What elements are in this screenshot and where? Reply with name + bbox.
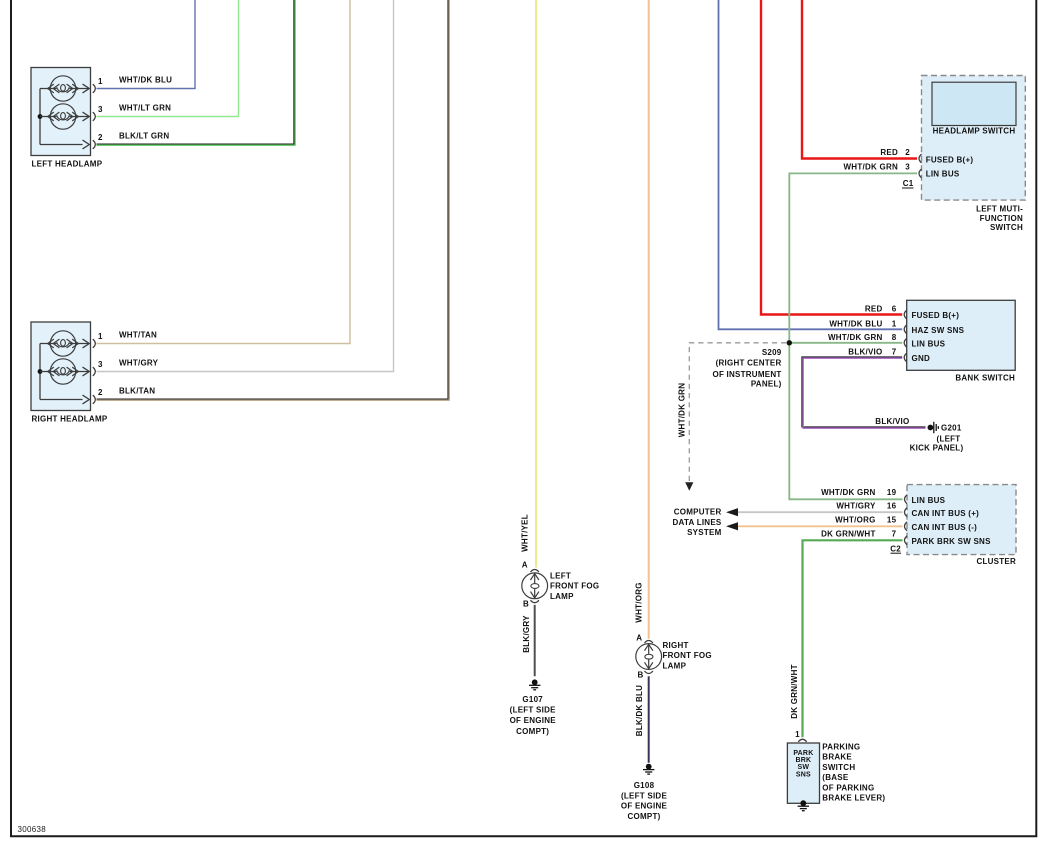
svg-text:(LEFT SIDE: (LEFT SIDE — [510, 705, 556, 714]
svg-text:WHT/DK BLU: WHT/DK BLU — [119, 76, 172, 85]
svg-text:WHT/ORG: WHT/ORG — [635, 582, 644, 622]
svg-text:WHT/GRY: WHT/GRY — [836, 502, 876, 511]
svg-text:B: B — [638, 671, 644, 680]
svg-text:CAN INT BUS (+): CAN INT BUS (+) — [912, 509, 980, 518]
svg-text:(LEFT: (LEFT — [937, 435, 961, 444]
svg-text:BLK/LT GRN: BLK/LT GRN — [119, 132, 169, 141]
svg-text:BLK/DK BLU: BLK/DK BLU — [635, 685, 644, 736]
svg-text:S209: S209 — [762, 348, 782, 357]
svg-text:WHT/TAN: WHT/TAN — [119, 331, 157, 340]
svg-text:GND: GND — [912, 354, 931, 363]
svg-text:WHT/DK GRN: WHT/DK GRN — [828, 333, 883, 342]
svg-text:WHT/DK GRN: WHT/DK GRN — [678, 383, 687, 438]
svg-text:2: 2 — [98, 388, 103, 397]
svg-text:OF ENGINE: OF ENGINE — [510, 716, 557, 725]
svg-text:2: 2 — [98, 133, 103, 142]
svg-text:BLK/VIO: BLK/VIO — [848, 348, 882, 357]
svg-text:B: B — [523, 599, 529, 608]
svg-text:3: 3 — [98, 360, 103, 369]
svg-text:SWITCH: SWITCH — [822, 763, 855, 772]
svg-text:RIGHT: RIGHT — [663, 641, 689, 650]
svg-text:(RIGHT CENTER: (RIGHT CENTER — [716, 359, 782, 368]
svg-text:G108: G108 — [634, 781, 655, 790]
svg-text:FUSED B(+): FUSED B(+) — [926, 156, 974, 165]
svg-text:LEFT HEADLAMP: LEFT HEADLAMP — [32, 160, 103, 169]
svg-text:WHT/GRY: WHT/GRY — [119, 359, 159, 368]
svg-text:G107: G107 — [522, 695, 543, 704]
svg-text:CLUSTER: CLUSTER — [976, 557, 1016, 566]
svg-text:RIGHT HEADLAMP: RIGHT HEADLAMP — [32, 415, 108, 424]
svg-text:3: 3 — [905, 162, 910, 171]
svg-text:BRK: BRK — [796, 757, 812, 764]
svg-text:SYSTEM: SYSTEM — [687, 528, 721, 537]
svg-text:LAMP: LAMP — [663, 661, 687, 670]
svg-text:19: 19 — [887, 488, 897, 497]
svg-text:1: 1 — [98, 332, 103, 341]
svg-text:OF ENGINE: OF ENGINE — [621, 802, 668, 811]
svg-text:OF INSTRUMENT: OF INSTRUMENT — [712, 370, 781, 379]
svg-text:DATA LINES: DATA LINES — [672, 518, 721, 527]
svg-text:COMPT): COMPT) — [627, 812, 660, 821]
svg-text:WHT/YEL: WHT/YEL — [521, 514, 530, 552]
svg-text:WHT/DK GRN: WHT/DK GRN — [821, 488, 876, 497]
svg-text:LIN BUS: LIN BUS — [912, 339, 946, 348]
svg-text:FUNCTION: FUNCTION — [980, 214, 1023, 223]
svg-text:OF PARKING: OF PARKING — [822, 783, 874, 792]
svg-text:FRONT FOG: FRONT FOG — [550, 582, 599, 591]
svg-text:PANEL): PANEL) — [751, 380, 782, 389]
svg-text:16: 16 — [887, 502, 897, 511]
svg-text:(LEFT SIDE: (LEFT SIDE — [621, 791, 667, 800]
svg-text:1: 1 — [892, 319, 897, 328]
svg-text:CAN INT BUS (-): CAN INT BUS (-) — [912, 523, 978, 532]
svg-text:PARK BRK SW SNS: PARK BRK SW SNS — [912, 537, 992, 546]
svg-text:WHT/DK GRN: WHT/DK GRN — [844, 162, 899, 171]
svg-text:SNS: SNS — [796, 771, 811, 778]
svg-text:BLK/GRY: BLK/GRY — [522, 615, 531, 653]
svg-text:LIN BUS: LIN BUS — [926, 170, 960, 179]
svg-text:FUSED B(+): FUSED B(+) — [912, 311, 960, 320]
svg-text:PARKING: PARKING — [822, 743, 860, 752]
svg-text:7: 7 — [892, 530, 897, 539]
svg-text:LIN BUS: LIN BUS — [912, 496, 946, 505]
svg-text:DK GRN/WHT: DK GRN/WHT — [821, 530, 876, 539]
svg-text:BRAKE LEVER): BRAKE LEVER) — [822, 794, 885, 803]
svg-text:RED: RED — [880, 148, 898, 157]
svg-text:DK GRN/WHT: DK GRN/WHT — [790, 664, 799, 719]
svg-text:WHT/LT GRN: WHT/LT GRN — [119, 104, 171, 113]
svg-text:BLK/TAN: BLK/TAN — [119, 387, 155, 396]
svg-text:1: 1 — [795, 730, 800, 739]
svg-text:300638: 300638 — [18, 825, 47, 834]
svg-text:KICK PANEL): KICK PANEL) — [910, 444, 964, 453]
svg-text:PARK: PARK — [793, 750, 813, 757]
svg-text:FRONT FOG: FRONT FOG — [663, 651, 712, 660]
svg-text:A: A — [636, 634, 642, 643]
svg-text:3: 3 — [98, 105, 103, 114]
svg-text:15: 15 — [887, 516, 897, 525]
svg-text:WHT/ORG: WHT/ORG — [835, 516, 875, 525]
svg-text:(BASE: (BASE — [822, 773, 849, 782]
svg-text:8: 8 — [892, 333, 897, 342]
svg-text:BLK/VIO: BLK/VIO — [875, 417, 909, 426]
svg-text:6: 6 — [892, 305, 897, 314]
svg-text:7: 7 — [892, 348, 897, 357]
svg-text:BANK SWITCH: BANK SWITCH — [955, 373, 1015, 382]
svg-text:LAMP: LAMP — [550, 592, 574, 601]
svg-text:2: 2 — [905, 148, 910, 157]
svg-text:BRAKE: BRAKE — [822, 753, 852, 762]
svg-text:LEFT MUTI-: LEFT MUTI- — [976, 205, 1023, 214]
svg-text:A: A — [522, 561, 528, 570]
svg-text:G201: G201 — [941, 424, 962, 433]
svg-text:HAZ SW SNS: HAZ SW SNS — [912, 326, 965, 335]
svg-text:COMPUTER: COMPUTER — [674, 508, 722, 517]
svg-text:C1: C1 — [903, 179, 914, 188]
svg-text:C2: C2 — [890, 544, 901, 553]
svg-text:LEFT: LEFT — [550, 571, 571, 580]
svg-text:1: 1 — [98, 77, 103, 86]
svg-text:WHT/DK BLU: WHT/DK BLU — [829, 319, 882, 328]
svg-text:SWITCH: SWITCH — [990, 223, 1023, 232]
svg-text:RED: RED — [865, 305, 883, 314]
svg-text:HEADLAMP SWITCH: HEADLAMP SWITCH — [933, 126, 1016, 135]
svg-text:COMPT): COMPT) — [516, 727, 549, 736]
svg-text:SW: SW — [798, 764, 810, 771]
